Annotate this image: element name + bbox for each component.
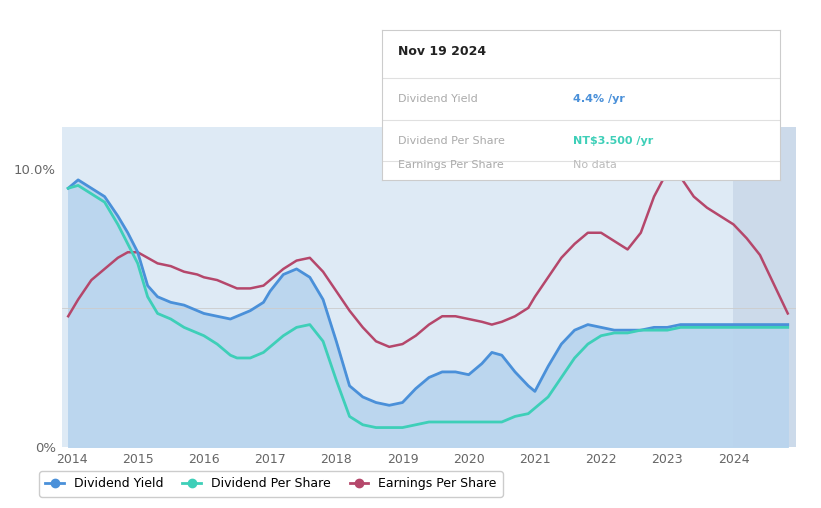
Text: NT$3.500 /yr: NT$3.500 /yr — [573, 136, 654, 146]
Bar — [733, 127, 821, 447]
Text: 4.4% /yr: 4.4% /yr — [573, 94, 625, 105]
Text: Past: Past — [739, 135, 764, 148]
Text: Dividend Per Share: Dividend Per Share — [397, 136, 505, 146]
Legend: Dividend Yield, Dividend Per Share, Earnings Per Share: Dividend Yield, Dividend Per Share, Earn… — [39, 471, 503, 497]
Text: No data: No data — [573, 160, 617, 170]
Text: Earnings Per Share: Earnings Per Share — [397, 160, 503, 170]
Text: Dividend Yield: Dividend Yield — [397, 94, 478, 105]
Text: Nov 19 2024: Nov 19 2024 — [397, 46, 486, 58]
